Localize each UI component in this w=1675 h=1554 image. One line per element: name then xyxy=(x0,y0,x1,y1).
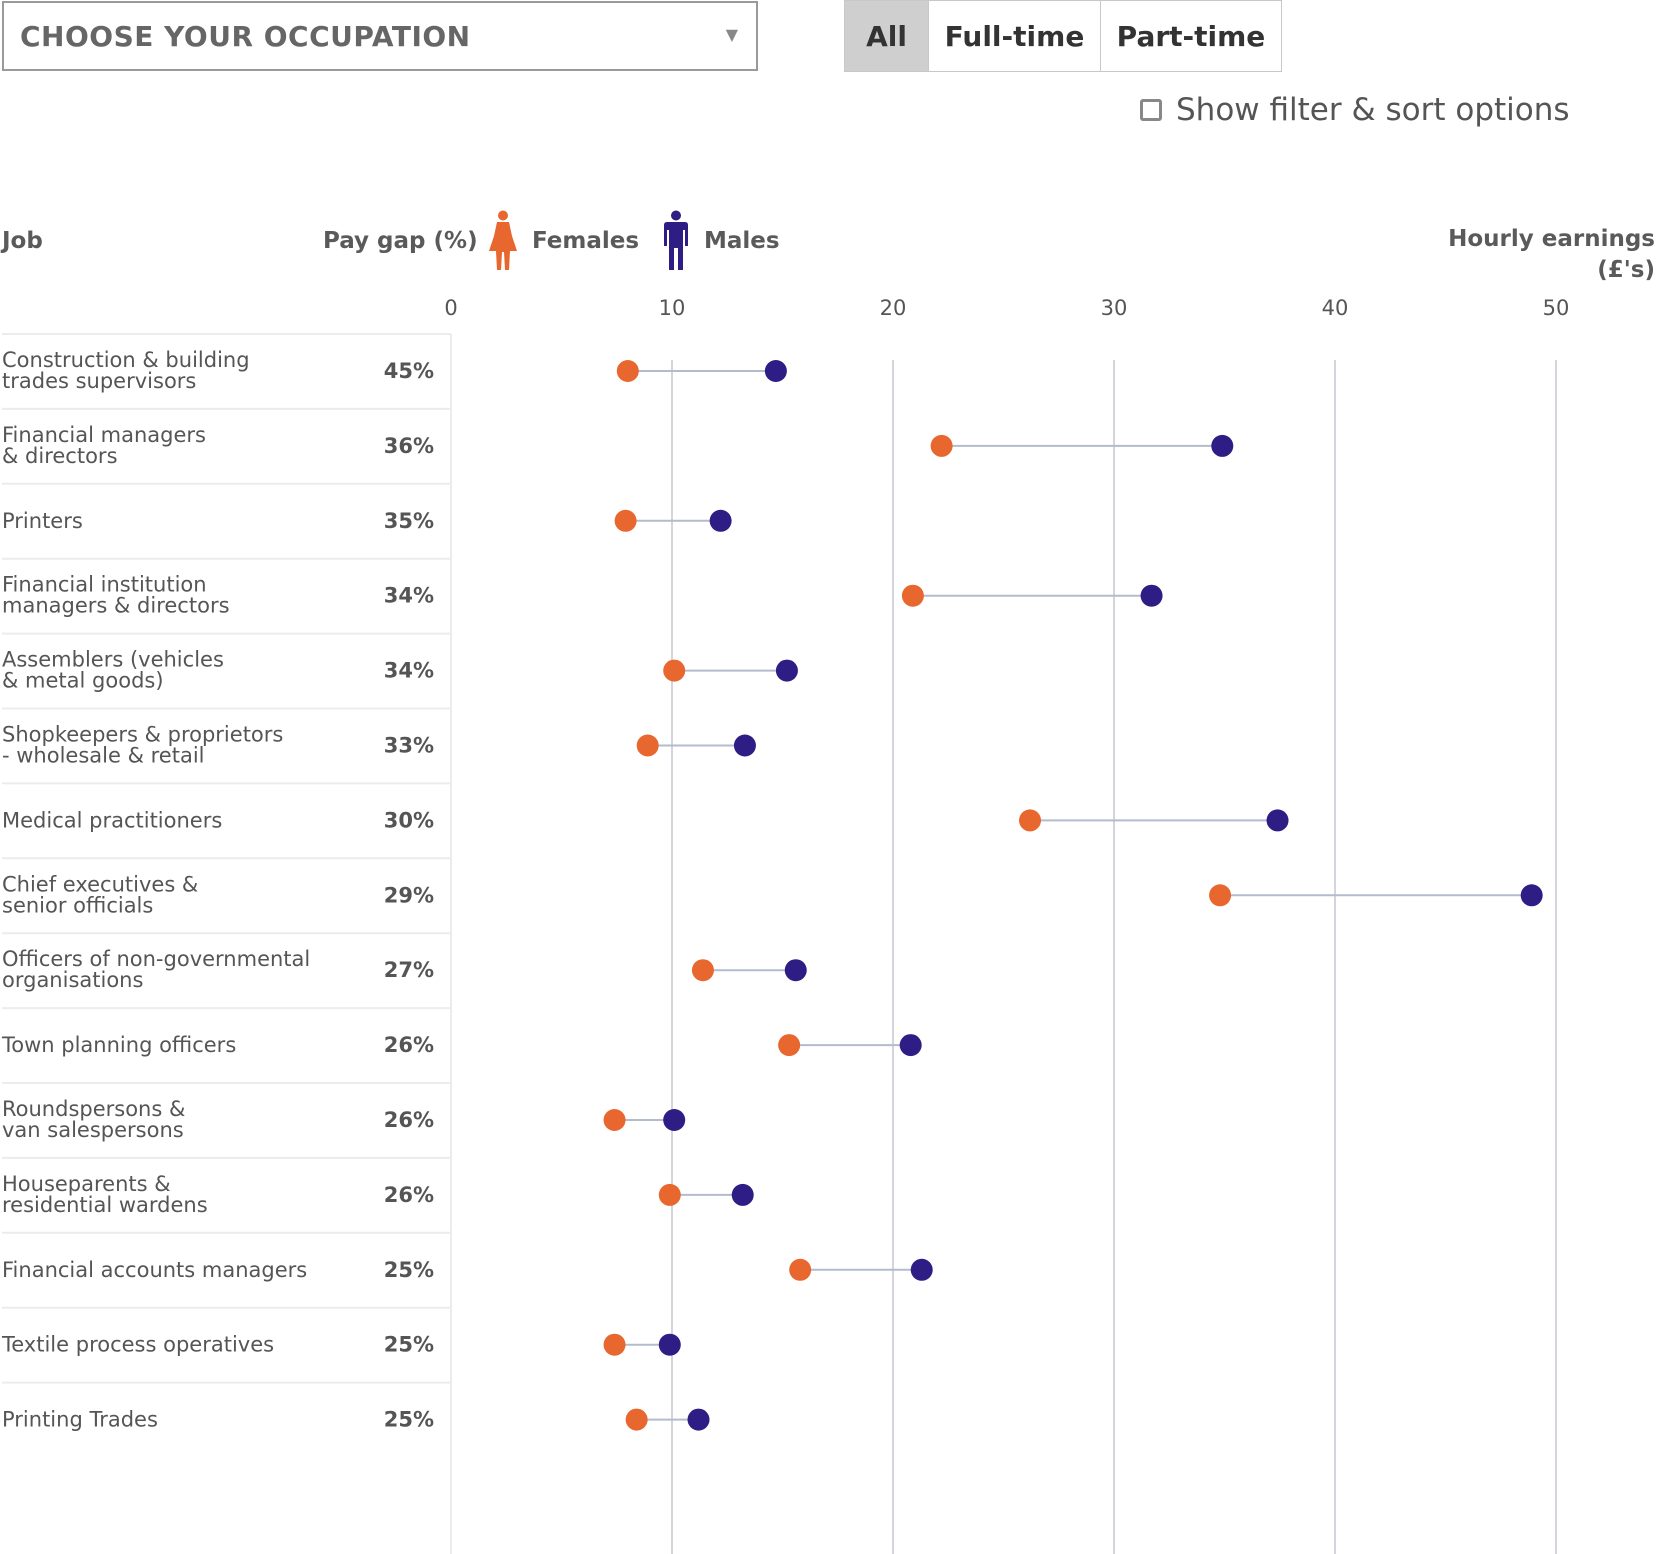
female-earnings-dot xyxy=(930,434,953,457)
job-label: Shopkeepers & proprietors xyxy=(2,723,283,747)
x-tick-label: 30 xyxy=(1101,296,1128,320)
female-earnings-dot xyxy=(901,584,924,607)
legend-females-label: Females xyxy=(532,228,640,254)
pay-gap-value: 29% xyxy=(384,883,434,907)
job-label: & metal goods) xyxy=(2,669,164,693)
legend-males: Males xyxy=(662,210,780,272)
x-tick-label: 40 xyxy=(1322,296,1349,320)
job-label: Officers of non-governmental xyxy=(2,947,310,971)
male-earnings-dot xyxy=(1211,434,1234,457)
pay-gap-value: 30% xyxy=(384,808,434,832)
male-earnings-dot xyxy=(687,1408,710,1431)
female-earnings-dot xyxy=(636,734,659,757)
work-type-toggle: All Full-time Part-time xyxy=(844,0,1282,72)
male-earnings-dot xyxy=(775,659,798,682)
job-label: Printing Trades xyxy=(2,1408,158,1432)
pay-gap-value: 34% xyxy=(384,584,434,608)
female-earnings-dot xyxy=(625,1408,648,1431)
pay-gap-value: 33% xyxy=(384,734,434,758)
hourly-earnings-label: Hourly earnings xyxy=(1448,226,1655,252)
job-label: managers & directors xyxy=(2,594,230,618)
job-label: Financial accounts managers xyxy=(2,1258,307,1282)
male-earnings-dot xyxy=(731,1183,754,1206)
female-earnings-dot xyxy=(1209,884,1232,907)
male-earnings-dot xyxy=(1266,809,1289,832)
job-label: Town planning officers xyxy=(1,1033,236,1057)
male-earnings-dot xyxy=(733,734,756,757)
pay-gap-value: 45% xyxy=(384,359,434,383)
female-earnings-dot xyxy=(603,1333,626,1356)
x-tick-label: 10 xyxy=(659,296,686,320)
pay-gap-value: 25% xyxy=(384,1333,434,1357)
job-label: Printers xyxy=(2,509,83,533)
female-earnings-dot xyxy=(663,659,686,682)
job-label: Financial managers xyxy=(2,423,206,447)
hourly-earnings-unit: (£'s) xyxy=(1597,257,1655,283)
male-earnings-dot xyxy=(899,1034,922,1057)
female-earnings-dot xyxy=(778,1034,801,1057)
job-label: Roundspersons & xyxy=(2,1097,185,1121)
job-label: organisations xyxy=(2,968,143,992)
job-column-header: Job xyxy=(2,228,43,254)
chevron-down-icon: ▼ xyxy=(725,25,738,44)
male-earnings-dot xyxy=(663,1109,686,1131)
job-label: Houseparents & xyxy=(2,1172,171,1196)
job-label: Financial institution xyxy=(2,573,207,597)
job-label: Chief executives & xyxy=(2,872,198,896)
male-earnings-dot xyxy=(1520,884,1543,907)
male-earnings-dot xyxy=(764,360,787,382)
female-earnings-dot xyxy=(614,509,637,532)
pay-gap-value: 35% xyxy=(384,509,434,533)
job-label: trades supervisors xyxy=(2,369,196,393)
pay-gap-value: 34% xyxy=(384,659,434,683)
x-tick-label: 0 xyxy=(444,296,457,320)
full-time-button[interactable]: Full-time xyxy=(929,1,1101,71)
x-tick-label: 50 xyxy=(1543,296,1570,320)
job-label: senior officials xyxy=(2,893,153,917)
male-earnings-dot xyxy=(709,509,732,532)
female-earnings-dot xyxy=(691,959,714,982)
female-person-icon xyxy=(488,210,518,272)
legend-males-label: Males xyxy=(704,228,780,254)
all-button[interactable]: All xyxy=(845,1,929,71)
pay-gap-value: 26% xyxy=(384,1033,434,1057)
job-label: van salespersons xyxy=(2,1118,184,1142)
female-earnings-dot xyxy=(616,360,639,382)
legend-females: Females xyxy=(488,210,639,272)
filter-sort-toggle[interactable]: Show filter & sort options xyxy=(1140,92,1570,128)
pay-gap-value: 25% xyxy=(384,1258,434,1282)
part-time-button[interactable]: Part-time xyxy=(1101,1,1281,71)
female-earnings-dot xyxy=(603,1109,626,1131)
female-earnings-dot xyxy=(789,1258,812,1281)
filter-checkbox[interactable] xyxy=(1140,99,1162,121)
male-earnings-dot xyxy=(910,1258,933,1281)
occupation-dropdown-label: CHOOSE YOUR OCCUPATION xyxy=(20,19,471,53)
hourly-earnings-header: Hourly earnings (£'s) xyxy=(1448,224,1655,286)
filter-sort-label: Show filter & sort options xyxy=(1176,92,1570,128)
job-label: & directors xyxy=(2,444,118,468)
occupation-dropdown[interactable]: CHOOSE YOUR OCCUPATION ▼ xyxy=(2,1,758,71)
pay-gap-column-header: Pay gap (%) xyxy=(323,228,478,254)
pay-gap-value: 36% xyxy=(384,434,434,458)
job-label: Textile process operatives xyxy=(1,1333,274,1357)
job-label: - wholesale & retail xyxy=(2,744,205,768)
pay-gap-value: 25% xyxy=(384,1408,434,1432)
male-earnings-dot xyxy=(658,1333,681,1356)
pay-gap-value: 26% xyxy=(384,1108,434,1132)
pay-gap-value: 27% xyxy=(384,958,434,982)
pay-gap-value: 26% xyxy=(384,1183,434,1207)
job-label: Medical practitioners xyxy=(2,808,222,832)
x-tick-label: 20 xyxy=(880,296,907,320)
job-label: residential wardens xyxy=(2,1193,208,1217)
job-label: Assemblers (vehicles xyxy=(2,648,224,672)
male-earnings-dot xyxy=(1140,584,1163,607)
female-earnings-dot xyxy=(1019,809,1042,832)
male-earnings-dot xyxy=(784,959,807,982)
job-label: Construction & building xyxy=(2,348,250,372)
male-person-icon xyxy=(662,210,690,272)
female-earnings-dot xyxy=(658,1183,681,1206)
